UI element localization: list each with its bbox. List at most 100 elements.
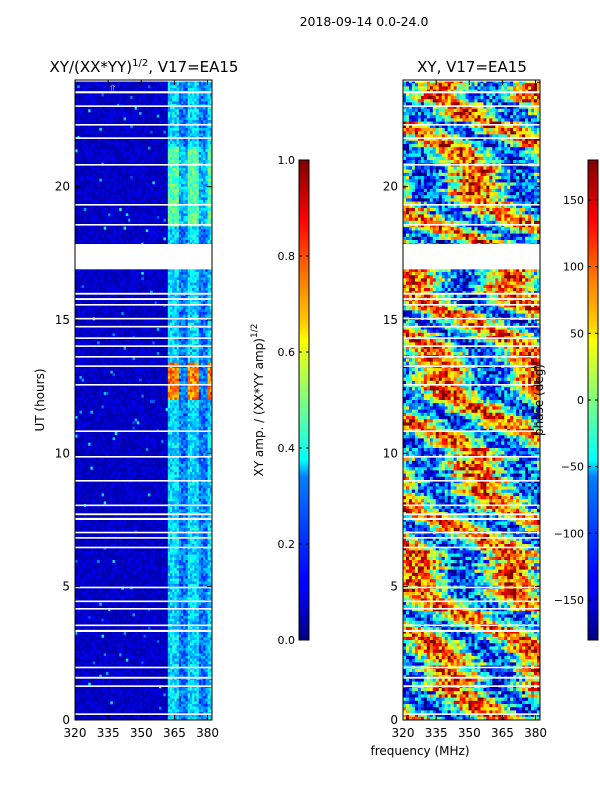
panel1-cell [84, 445, 87, 448]
panel1-cell [174, 275, 177, 278]
panel1-cell [170, 144, 173, 147]
panel1-cell [197, 208, 200, 211]
panel1-cell [199, 333, 202, 336]
panel1-cell [161, 88, 164, 91]
panel1-cell [192, 216, 195, 219]
panel1-cell [79, 176, 82, 179]
panel1-cell [208, 328, 211, 331]
panel1-cell [155, 88, 158, 91]
panel1-cell [166, 88, 169, 91]
panel1-cell [144, 219, 147, 222]
panel1-cell [110, 120, 113, 123]
panel1-cell [181, 139, 184, 142]
panel1-cell [99, 408, 102, 411]
panel1-cell [190, 125, 193, 128]
panel1-cell [183, 107, 186, 110]
panel1-cell [172, 171, 175, 174]
panel1-cell [168, 392, 171, 395]
panel1-cell [177, 432, 180, 435]
panel1-cell [128, 405, 131, 408]
panel1-cell [179, 112, 182, 115]
panel1-cell [203, 435, 206, 438]
panel1-cell [152, 216, 155, 219]
panel1-cell [183, 371, 186, 374]
panel1-cell [172, 99, 175, 102]
panel1-cell [124, 363, 127, 366]
panel1-cell [141, 416, 144, 419]
panel1-cell [194, 333, 197, 336]
panel1-cell [208, 392, 211, 395]
panel1-cell [199, 141, 202, 144]
panel1-cell [82, 309, 85, 312]
panel1-cell [168, 445, 171, 448]
panel1-cell [203, 421, 206, 424]
panel1-cell [192, 451, 195, 454]
panel1-cell [132, 133, 135, 136]
panel1-cell [197, 160, 200, 163]
panel1-cell [163, 339, 166, 342]
panel1-cell [203, 283, 206, 286]
panel1-cell [172, 181, 175, 184]
panel1-cell [203, 109, 206, 112]
panel1-cell [190, 85, 193, 88]
panel1-cell [102, 189, 105, 192]
panel1-cell [177, 227, 180, 230]
panel1-cell [181, 144, 184, 147]
panel1-cell [159, 328, 162, 331]
panel1-cell [168, 424, 171, 427]
panel1-cell [199, 373, 202, 376]
panel1-cell [137, 371, 140, 374]
panel1-cell [185, 360, 188, 363]
panel1-cell [177, 392, 180, 395]
panel1-cell [205, 397, 208, 400]
panel1-cell [130, 208, 133, 211]
panel1-cell [170, 323, 173, 326]
panel1-cell [137, 229, 140, 232]
panel1-cell [102, 360, 105, 363]
panel1-cell [208, 283, 211, 286]
panel1-cell [190, 235, 193, 238]
panel1-cell [194, 237, 197, 240]
panel1-cell [177, 315, 180, 318]
panel1-cell [132, 157, 135, 160]
panel1-cell [172, 347, 175, 350]
panel1-cell [177, 112, 180, 115]
panel1-cell [152, 416, 155, 419]
panel1-cell [185, 432, 188, 435]
panel1-cell [190, 312, 193, 315]
panel1-cell [99, 179, 102, 182]
panel1-cell [97, 333, 100, 336]
panel1-cell [181, 237, 184, 240]
panel1-cell [199, 461, 202, 464]
panel1-cell [139, 235, 142, 238]
panel1-cell [197, 320, 200, 323]
panel1-cell [137, 339, 140, 342]
panel1-cell [188, 432, 191, 435]
panel1-cell [205, 288, 208, 291]
panel1-cell [190, 96, 193, 99]
panel1-cell [117, 360, 120, 363]
panel1-cell [128, 379, 131, 382]
panel1-cell [208, 133, 211, 136]
panel1-cell [174, 189, 177, 192]
panel1-cell [185, 85, 188, 88]
panel1-cell [192, 448, 195, 451]
panel1-cell [185, 115, 188, 118]
panel1-cell [152, 240, 155, 243]
panel1-cell [102, 152, 105, 155]
panel1-cell [188, 213, 191, 216]
panel1-cell [155, 128, 158, 131]
panel1-cell [201, 213, 204, 216]
panel1-cell [194, 187, 197, 190]
panel1-cell [194, 232, 197, 235]
panel1-cell [192, 371, 195, 374]
panel1-cell [177, 461, 180, 464]
panel1-cell [172, 312, 175, 315]
panel1-cell [119, 184, 122, 187]
panel1-cell [197, 275, 200, 278]
panel1-cell [201, 117, 204, 120]
panel1-cell [190, 395, 193, 398]
panel1-cell [121, 221, 124, 224]
panel1-cell [163, 440, 166, 443]
panel1-cell [115, 141, 118, 144]
